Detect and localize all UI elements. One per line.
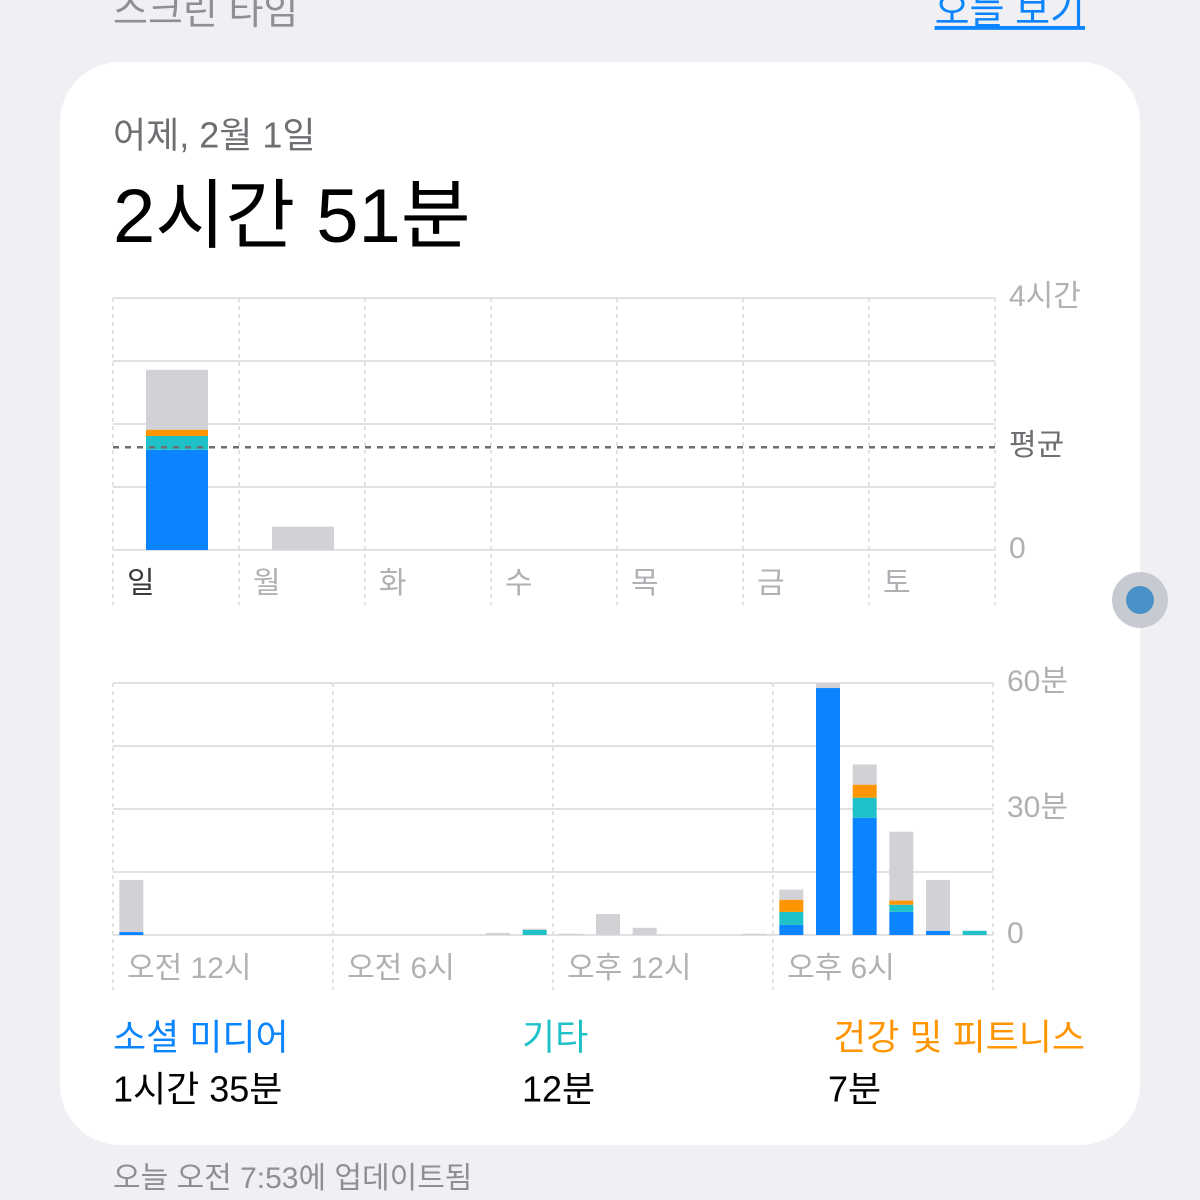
- x-tick-label: 화: [379, 567, 407, 600]
- bar-segment: [522, 928, 547, 930]
- y-tick-label: 60분: [1007, 665, 1068, 698]
- x-tick-label: 토: [883, 567, 911, 600]
- legend-entry: 기타: [522, 1017, 588, 1058]
- x-tick-label: 월: [253, 567, 281, 600]
- bar-segment: [852, 817, 877, 935]
- bar-segment: [962, 930, 987, 935]
- bar-segment: [816, 683, 840, 689]
- bar-segment: [816, 688, 840, 935]
- bar-segment: [779, 911, 804, 925]
- bar-segment: [119, 879, 144, 933]
- bar-segment: [852, 784, 877, 798]
- bar-segment: [889, 900, 914, 905]
- bar-segment: [486, 932, 510, 935]
- legend-time: 1시간 35분: [113, 1069, 282, 1110]
- x-tick-label: 일: [127, 567, 155, 600]
- x-tick-label: 오후 12시: [567, 952, 692, 985]
- bar-segment: [272, 526, 334, 550]
- today-link[interactable]: 오늘 보기: [935, 0, 1085, 33]
- y-tick-label: 4시간: [1009, 280, 1081, 313]
- bar-segment: [779, 899, 804, 912]
- bar-segment: [889, 831, 914, 901]
- bar-segment: [559, 933, 584, 935]
- bar-segment: [779, 924, 804, 935]
- bar-segment: [742, 933, 767, 935]
- bar-segment: [889, 904, 914, 912]
- bar-segment: [146, 449, 208, 550]
- x-tick-label: 오전 6시: [347, 952, 455, 985]
- y-tick-label: 30분: [1007, 791, 1068, 824]
- x-tick-label: 오전 12시: [127, 952, 252, 985]
- date: 어제, 2월 1일: [113, 115, 316, 156]
- bar-segment: [632, 927, 657, 935]
- bar-segment: [119, 932, 144, 935]
- legend-entry: 건강 및 피트니스: [833, 1017, 1085, 1058]
- legend-time: 12분: [522, 1069, 595, 1110]
- bar-segment: [852, 797, 877, 818]
- bar-segment: [146, 369, 208, 430]
- bar-segment: [926, 930, 950, 935]
- average-label: 평균: [1009, 429, 1064, 462]
- y-tick-label: 0: [1007, 917, 1024, 950]
- bar-segment: [926, 879, 950, 931]
- bar-segment: [852, 764, 877, 785]
- x-tick-label: 수: [505, 567, 533, 600]
- legend-entry: 소셜 미디어: [113, 1017, 289, 1058]
- bar-segment: [596, 914, 620, 935]
- bar-segment: [146, 429, 208, 436]
- y-tick-label: 0: [1009, 532, 1026, 565]
- updated-note: 오늘 오전 7:53에 업데이트됨: [113, 1162, 472, 1195]
- x-tick-label: 오후 6시: [787, 952, 895, 985]
- legend-time: 7분: [828, 1069, 881, 1110]
- bar-segment: [522, 929, 547, 935]
- bar-segment: [889, 911, 914, 935]
- x-tick-label: 목: [631, 567, 659, 600]
- total-time: 2시간 51분: [113, 174, 471, 259]
- section-title: 스크린 타임: [113, 0, 298, 33]
- x-tick-label: 금: [757, 567, 785, 600]
- bar-segment: [779, 889, 804, 900]
- scroll-handle-dot: [1126, 586, 1154, 614]
